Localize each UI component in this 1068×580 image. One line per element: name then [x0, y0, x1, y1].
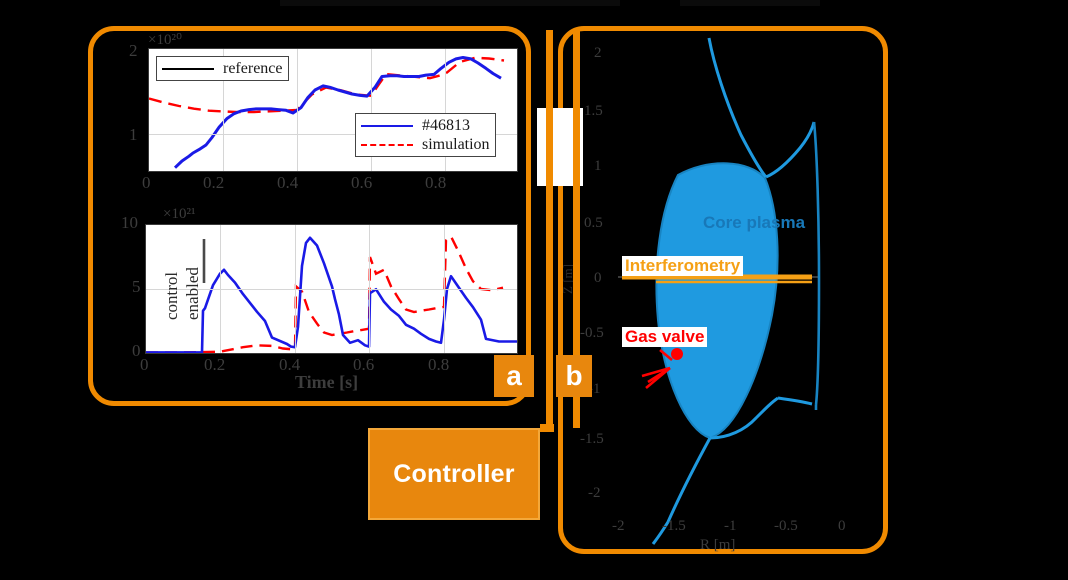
cropped-header-right [680, 0, 820, 6]
panel-b-ytick--2: -2 [588, 485, 601, 501]
connector-wire-left [546, 30, 553, 430]
panel-b-frame [558, 26, 888, 554]
bottom-plot-xtick-0.8: 0.8 [428, 355, 450, 374]
panel-b-ytick-1: 1 [594, 158, 602, 174]
control-enabled-line2: enabled [183, 267, 202, 320]
upper-divertor-leg-outer [707, 37, 768, 178]
interferometry-label: Interferometry [622, 256, 744, 276]
legend-shot-label: #46813 [422, 116, 470, 134]
panel-badge-b: b [556, 355, 592, 397]
legend-simulation-swatch [361, 143, 413, 146]
top-plot-xtick-0.8: 0.8 [425, 173, 447, 192]
panel-b-xtick-0: 0 [838, 518, 846, 534]
bottom-plot [145, 224, 518, 354]
lower-divertor-leg-inner [709, 396, 779, 440]
legend-simulation-label: simulation [422, 135, 490, 153]
connector-wire-controller-link [540, 424, 554, 432]
panel-b-xtick--0.5: -0.5 [774, 518, 798, 534]
panel-b-xtick--1: -1 [724, 518, 737, 534]
tokamak-cross-section-plot [560, 30, 886, 550]
legend-reference: reference [156, 56, 289, 81]
panel-b-ytick-1.5: 1.5 [584, 103, 603, 119]
top-plot-xtick-0.6: 0.6 [351, 173, 373, 192]
bottom-plot-xtick-0.6: 0.6 [353, 355, 375, 374]
panel-b-ytick-0: 0 [594, 270, 602, 286]
top-plot-xtick-0.4: 0.4 [277, 173, 299, 192]
tokamak-equilibrium-svg [618, 37, 821, 545]
bottom-plot-exponent: ×10²¹ [163, 206, 196, 222]
bottom-plot-xtick-0.2: 0.2 [204, 355, 226, 374]
bottom-plot-xtick-0.4: 0.4 [279, 355, 301, 374]
panel-b-xtick--1.5: -1.5 [662, 518, 686, 534]
top-plot-ytick-2: 2 [129, 41, 138, 60]
legend-reference-label: reference [223, 59, 283, 77]
top-plot-xtick-0.2: 0.2 [203, 173, 225, 192]
upper-divertor-leg-inner [765, 121, 816, 179]
interferometry-chord [622, 274, 812, 284]
bottom-plot-xtick-0: 0 [140, 355, 149, 374]
panel-a-frame [88, 26, 531, 406]
lower-divertor-leg-outer [777, 396, 813, 406]
gas-valve-label: Gas valve [622, 327, 708, 347]
gas-valve-marker [641, 348, 683, 389]
controller-label: Controller [393, 459, 515, 488]
control-enabled-line1: control [162, 271, 181, 320]
core-plasma-label: Core plasma [703, 213, 806, 232]
core-plasma-region [655, 162, 779, 440]
panel-b-ytick-0.5: 0.5 [584, 215, 603, 231]
lower-outer-strike-leg [651, 437, 712, 545]
panel-b-ytick--0.5: -0.5 [580, 325, 604, 341]
cropped-header-left [280, 0, 620, 6]
bottom-plot-ytick-5: 5 [132, 277, 141, 296]
panel-badge-a: a [494, 355, 534, 397]
legend-shot-swatch [361, 124, 413, 127]
outer-wall-upper [812, 121, 821, 406]
bottom-plot-xaxis-title: Time [s] [295, 372, 359, 392]
panel-b-ytick-2: 2 [594, 45, 602, 61]
panel-b-xaxis-title: R [m] [700, 537, 736, 553]
bottom-plot-ytick-10: 10 [121, 213, 138, 232]
connector-wire-right [573, 30, 580, 428]
top-plot-ytick-1: 1 [129, 125, 138, 144]
top-plot-xtick-0: 0 [142, 173, 151, 192]
controller-block[interactable]: Controller [368, 428, 540, 520]
control-enabled-annotation: control enabled [150, 228, 206, 324]
panel-b-xtick--2: -2 [612, 518, 625, 534]
top-plot-exponent: ×10²⁰ [148, 32, 182, 48]
panel-b-ytick--1.5: -1.5 [580, 431, 604, 447]
legend-series: #46813 simulation [355, 113, 496, 157]
legend-reference-swatch [162, 67, 214, 70]
bottom-plot-ytick-0: 0 [132, 341, 141, 360]
